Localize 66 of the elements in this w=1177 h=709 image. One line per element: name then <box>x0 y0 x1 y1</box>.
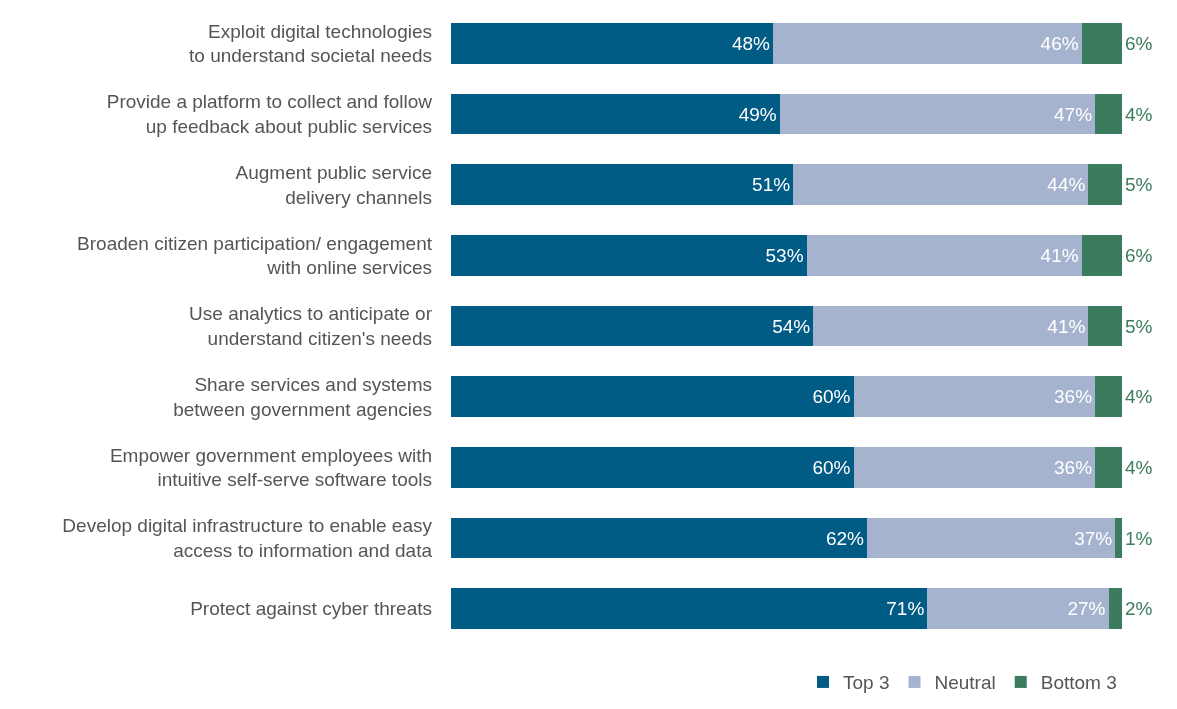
bar <box>813 305 1089 347</box>
y-tick-label: Share services and systems between government agencies <box>173 373 432 420</box>
bar <box>1088 164 1122 206</box>
data-label: 6% <box>1125 32 1153 54</box>
y-tick-label: Use analytics to anticipate or understand citizen's needs <box>189 303 433 349</box>
bar <box>451 588 928 630</box>
bar <box>451 93 780 135</box>
data-label: 36% <box>1054 456 1093 478</box>
data-label: 60% <box>812 386 851 408</box>
data-label: 49% <box>738 103 777 125</box>
data-label: 44% <box>1047 174 1086 196</box>
bar <box>1095 446 1122 488</box>
data-label: 5% <box>1125 315 1153 337</box>
y-tick-label: Broaden citizen participation/ engagement with online services <box>77 232 433 279</box>
data-label: 5% <box>1125 174 1153 196</box>
data-label: 4% <box>1125 386 1153 408</box>
data-label: 4% <box>1125 103 1153 125</box>
bar <box>451 234 807 276</box>
data-label: 6% <box>1125 244 1153 266</box>
data-label: 41% <box>1047 315 1086 337</box>
data-label: 37% <box>1074 527 1113 549</box>
bar <box>1108 588 1122 630</box>
bar <box>927 588 1109 630</box>
data-label: 36% <box>1054 386 1093 408</box>
data-label: 4% <box>1125 456 1153 478</box>
y-tick-label: Protect against cyber threats <box>190 598 432 620</box>
y-tick-label: Exploit digital technologies to understand societal needs <box>189 20 432 67</box>
y-tick-label: Develop digital infrastructure to enable easy access to information and data <box>62 515 433 561</box>
data-label: 41% <box>1040 244 1079 266</box>
y-tick-label: Empower government employees with intuitive self-serve software tools <box>109 444 432 491</box>
bar <box>1081 234 1122 276</box>
data-label: 51% <box>752 174 791 196</box>
bar <box>1088 305 1122 347</box>
bar <box>773 22 1082 64</box>
legend-label: Neutral <box>934 672 996 694</box>
bar <box>451 376 854 418</box>
bar <box>451 446 854 488</box>
bar <box>451 164 794 206</box>
data-label: 27% <box>1067 598 1106 620</box>
data-label: 46% <box>1040 32 1079 54</box>
legend-label: Bottom 3 <box>1040 672 1117 694</box>
bar <box>451 22 774 64</box>
data-label: 71% <box>886 598 925 620</box>
data-label: 54% <box>772 315 811 337</box>
bar <box>1081 22 1122 64</box>
bar <box>1095 376 1122 418</box>
bar <box>451 517 868 559</box>
y-tick-label: Augment public service delivery channels <box>235 161 432 208</box>
bar <box>1115 517 1122 559</box>
data-label: 60% <box>812 456 851 478</box>
bar <box>867 517 1116 559</box>
bar <box>853 376 1096 418</box>
bar <box>1095 93 1122 135</box>
data-label: 47% <box>1054 103 1093 125</box>
y-tick-label: Provide a platform to collect and follow up feedback about public services <box>106 91 433 137</box>
data-label: 1% <box>1125 527 1153 549</box>
bar <box>451 305 814 347</box>
bar <box>853 446 1096 488</box>
data-label: 62% <box>825 527 865 549</box>
data-label: 48% <box>731 32 771 54</box>
bar <box>793 164 1089 206</box>
data-label: 53% <box>765 244 804 266</box>
bar <box>779 93 1096 135</box>
legend-label: Top 3 <box>843 672 890 694</box>
data-label: 2% <box>1125 598 1153 620</box>
bar <box>806 234 1082 276</box>
